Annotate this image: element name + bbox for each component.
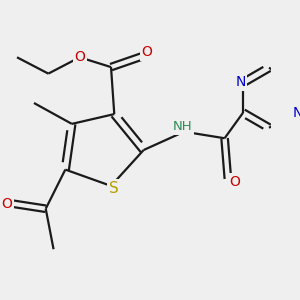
Text: N: N [235, 75, 246, 89]
Text: S: S [109, 181, 118, 196]
Text: NH: NH [173, 120, 193, 133]
Text: O: O [142, 45, 152, 59]
Text: O: O [74, 50, 85, 64]
Text: N: N [292, 106, 300, 120]
Text: O: O [229, 175, 240, 189]
Text: O: O [1, 196, 12, 211]
